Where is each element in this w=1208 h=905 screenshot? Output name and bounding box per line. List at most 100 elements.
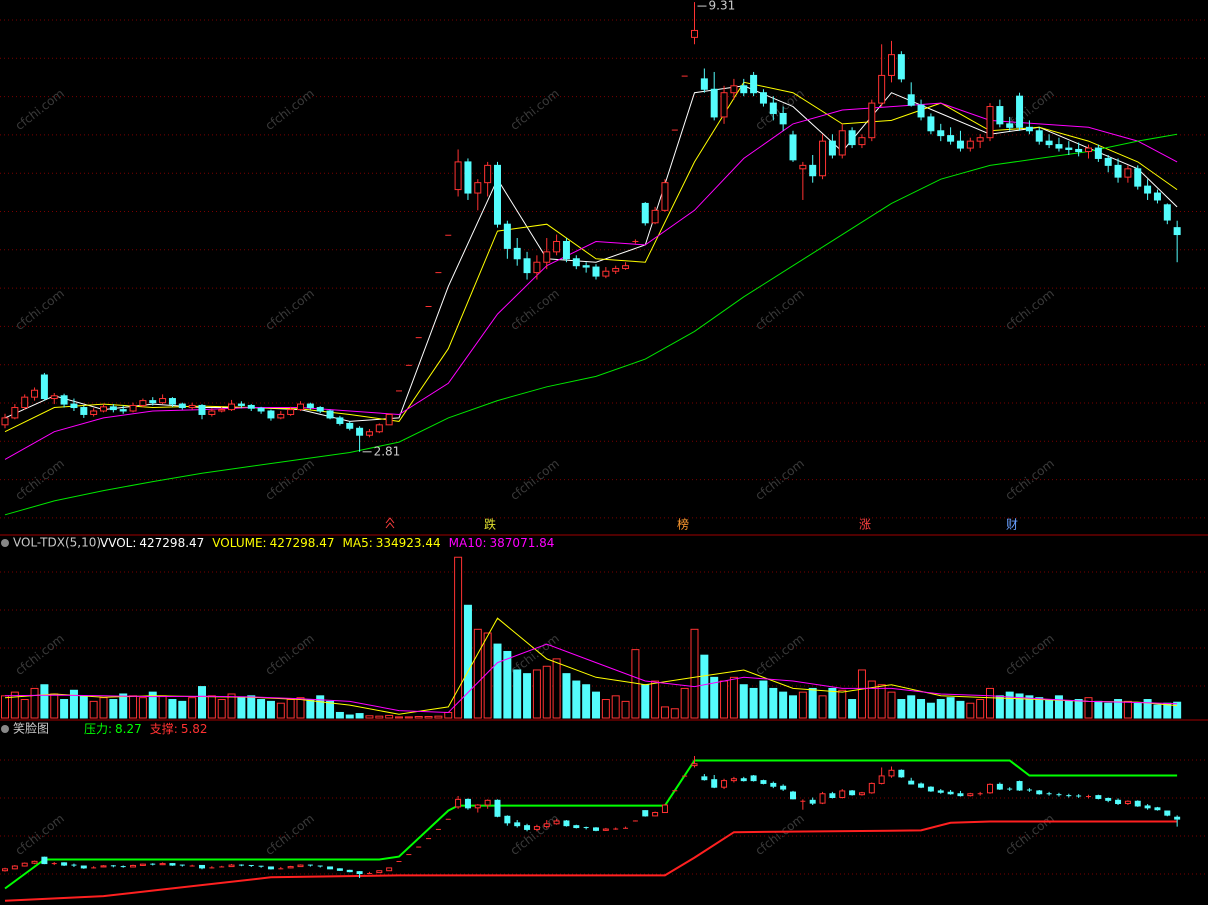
candle-body <box>937 790 944 793</box>
candle-body <box>2 868 8 872</box>
panel-icon[interactable] <box>1 725 9 733</box>
volume-bar <box>266 700 275 719</box>
volume-bar <box>355 713 364 719</box>
candle-body <box>917 104 925 118</box>
extreme-label: 2.81 <box>374 444 401 458</box>
volume-bar <box>306 699 315 719</box>
volume-bar <box>365 715 374 719</box>
candle-body <box>927 786 934 792</box>
candle-body <box>474 804 481 809</box>
candle-body <box>710 88 718 118</box>
volume-bar <box>1045 699 1054 719</box>
readout-value: 5.82 <box>181 722 208 736</box>
candle-body <box>60 395 68 405</box>
candle-body <box>828 140 836 156</box>
candle-body <box>218 409 226 412</box>
candle-body <box>199 864 205 869</box>
candle-body <box>907 94 915 106</box>
candle-body <box>1105 797 1112 801</box>
volume-bar <box>395 716 403 719</box>
candle-body <box>139 400 147 406</box>
candle-body <box>129 404 137 412</box>
readout-label: MA5: <box>343 536 373 550</box>
volume-bar <box>1015 693 1024 719</box>
volume-bar <box>129 695 138 719</box>
volume-bar <box>1084 697 1093 719</box>
volume-bar <box>828 687 837 719</box>
event-label: 涨 <box>859 517 871 532</box>
candle-body <box>1153 192 1161 201</box>
candle-body <box>553 240 561 253</box>
candle-body <box>376 870 383 874</box>
candle-body <box>947 135 955 142</box>
candle-body <box>1006 123 1014 128</box>
candle-body <box>720 92 728 118</box>
candle-body <box>642 810 649 817</box>
candle-body <box>661 804 668 814</box>
volume-bar <box>473 628 482 719</box>
volume-bar <box>316 695 325 719</box>
volume-bar <box>148 691 157 719</box>
volume-bar <box>493 643 502 719</box>
candle-body <box>1174 816 1181 820</box>
candle-body <box>770 782 777 787</box>
candle-body <box>789 134 797 161</box>
candle-body <box>947 791 954 795</box>
volume-bar <box>690 628 699 719</box>
volume-bar <box>158 695 167 719</box>
readout-label: 压力: <box>84 722 112 736</box>
candle-body <box>523 258 531 274</box>
volume-bar <box>1123 700 1132 719</box>
candle-body <box>11 865 18 870</box>
volume-bar <box>739 684 748 719</box>
candle-body <box>31 389 39 398</box>
candle-body <box>494 164 501 225</box>
volume-bar <box>946 697 955 719</box>
volume-bar <box>237 697 246 719</box>
volume-bar <box>385 714 394 719</box>
volume-bar <box>729 676 738 719</box>
volume-bar <box>109 699 118 719</box>
candle-body <box>50 395 58 400</box>
candle-body <box>750 775 757 782</box>
candle-body <box>169 863 176 866</box>
candle-body <box>691 29 698 38</box>
panel-icon[interactable] <box>1 539 9 547</box>
candle-body <box>356 871 363 875</box>
candle-body <box>572 258 580 267</box>
candle-body <box>740 85 748 94</box>
candle-body <box>494 799 501 817</box>
volume-bar <box>335 711 344 719</box>
candle-body <box>602 270 610 277</box>
candle-body <box>70 403 78 409</box>
event-label: 榜 <box>677 517 689 532</box>
candle-body <box>849 790 856 796</box>
line <box>4 643 1178 714</box>
volume-bar <box>345 714 354 719</box>
candle-body <box>513 247 521 260</box>
candle-body <box>956 140 964 149</box>
readout-value: 334923.44 <box>376 536 441 550</box>
candle-body <box>80 407 88 415</box>
candle-body <box>1134 168 1142 187</box>
volume-bar <box>720 680 729 719</box>
volume-bar <box>670 708 679 719</box>
volume-bar <box>444 711 453 719</box>
candle-body <box>819 140 827 177</box>
candle-body <box>622 265 630 269</box>
candle-body <box>484 799 491 806</box>
grid <box>0 19 1208 875</box>
readout-label: MA10: <box>449 536 487 550</box>
volume-bar <box>168 699 177 719</box>
volume-bar <box>660 706 669 719</box>
volume-bar <box>247 695 256 719</box>
candle-body <box>819 793 826 804</box>
candle-body <box>514 822 521 827</box>
volume-bar <box>1114 699 1123 719</box>
candle-body <box>769 102 777 114</box>
candle-body <box>1095 795 1102 799</box>
volume-bar <box>818 695 827 719</box>
volume-bar <box>542 665 551 719</box>
candle-body <box>711 779 718 788</box>
